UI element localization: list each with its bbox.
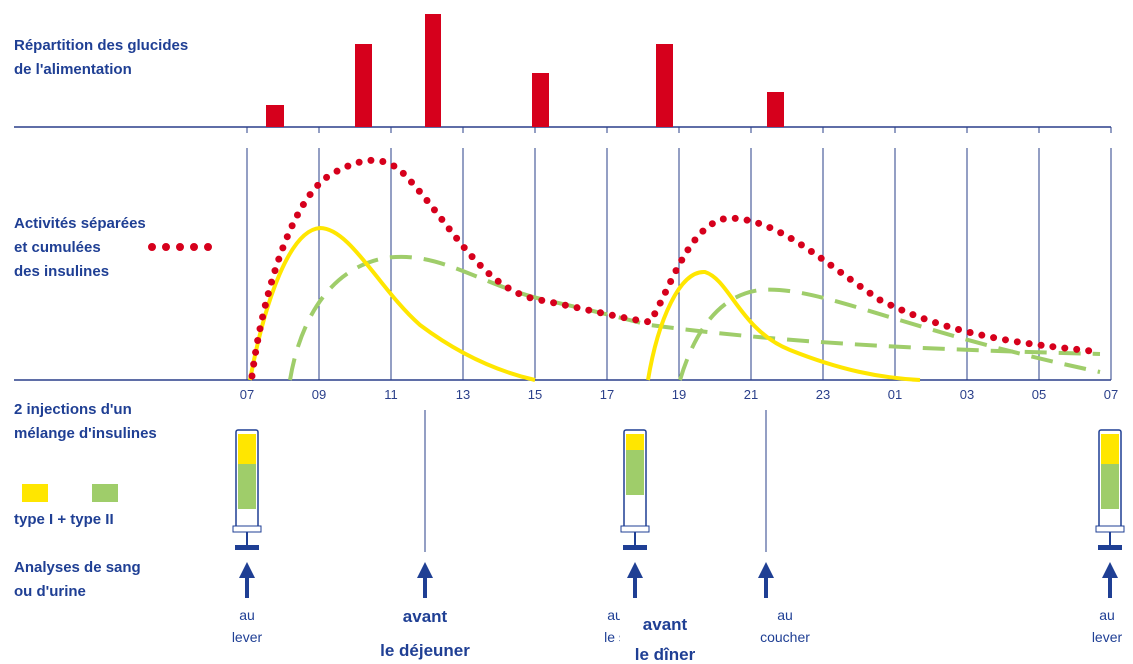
x-tick-label: 11 [384, 387, 398, 402]
section-label: Activités séparées [14, 215, 146, 232]
syringe-type2 [626, 450, 644, 495]
insulin-type1-curve [648, 272, 920, 380]
insulin-type1-curve [250, 228, 535, 380]
syringe-type2 [1101, 464, 1119, 509]
section-label: Répartition des glucides [14, 37, 188, 54]
syringe-plunger [1098, 545, 1122, 550]
x-tick-label: 15 [528, 387, 542, 402]
syringe-type2 [238, 464, 256, 509]
legend-swatch [92, 484, 118, 502]
syringe-plunger [235, 545, 259, 550]
x-tick-label: 05 [1032, 387, 1046, 402]
cumulative-curve [252, 160, 1100, 376]
arrow-head [239, 562, 255, 578]
moment-label: avant [643, 615, 688, 634]
legend-swatch [22, 484, 48, 502]
arrow-head [627, 562, 643, 578]
syringe-type1 [1101, 434, 1119, 464]
arrow-head [1102, 562, 1118, 578]
x-tick-label: 01 [888, 387, 902, 402]
syringe [233, 430, 261, 550]
moment-label: au [239, 607, 255, 623]
section-label: Analyses de sang [14, 559, 141, 576]
syringe-flange [621, 526, 649, 532]
section-label: des insulines [14, 263, 109, 280]
moment-label: au [777, 607, 793, 623]
section-label: type I + type II [14, 511, 114, 528]
moment-label: le dîner [635, 645, 696, 664]
arrow-head [417, 562, 433, 578]
x-tick-label: 13 [456, 387, 470, 402]
x-tick-label: 21 [744, 387, 758, 402]
section-label: et cumulées [14, 239, 101, 256]
diagram: Répartition des glucides de l'alimentati… [0, 0, 1133, 664]
section-label: 2 injections d'un [14, 401, 132, 418]
moment-label: lever [232, 629, 263, 645]
syringe-type1 [626, 434, 644, 450]
syringe [1096, 430, 1124, 550]
syringe-type1 [238, 434, 256, 464]
syringe [621, 430, 649, 550]
x-tick-label: 07 [1104, 387, 1118, 402]
carb-bars [266, 14, 784, 127]
x-tick-label: 09 [312, 387, 326, 402]
section-label: ou d'urine [14, 583, 86, 600]
syringe-flange [233, 526, 261, 532]
moment-label: coucher [760, 629, 810, 645]
syringe-plunger [623, 545, 647, 550]
x-tick-label: 23 [816, 387, 830, 402]
section-label: de l'alimentation [14, 61, 132, 78]
moment-label: au [1099, 607, 1115, 623]
moment-label: avant [403, 607, 448, 626]
arrow-head [758, 562, 774, 578]
moment-label: lever [1092, 629, 1123, 645]
moment-label: le déjeuner [380, 641, 470, 660]
syringe-flange [1096, 526, 1124, 532]
x-tick-label: 17 [600, 387, 614, 402]
x-tick-label: 19 [672, 387, 686, 402]
x-tick-label: 07 [240, 387, 254, 402]
section-label: mélange d'insulines [14, 425, 157, 442]
x-tick-label: 03 [960, 387, 974, 402]
